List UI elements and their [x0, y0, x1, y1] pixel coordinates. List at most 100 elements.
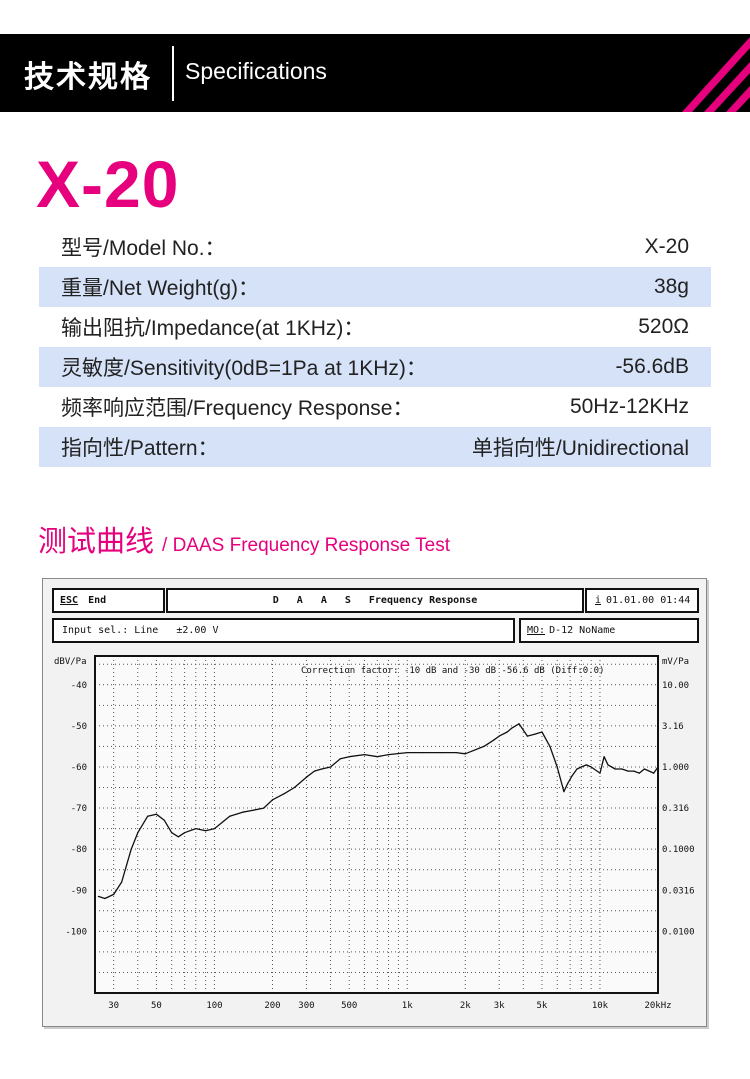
right-tick-label: 0.316 — [662, 804, 689, 814]
data-point — [580, 766, 582, 768]
data-point — [563, 791, 565, 793]
section-title-en: Specifications — [185, 58, 327, 84]
data-point — [155, 813, 158, 815]
data-point — [534, 733, 536, 735]
data-point — [104, 897, 106, 900]
y-tick-label: -100 — [65, 927, 87, 937]
data-point — [518, 723, 520, 725]
data-point — [464, 753, 466, 755]
spec-label: 输出阻抗/Impedance(at 1KHz)： — [61, 317, 365, 340]
x-tick-label: 1k — [402, 1001, 413, 1011]
right-tick-label: 0.1000 — [662, 845, 695, 855]
data-point — [526, 735, 528, 737]
spec-row: 指向性/Pattern： 单指向性/Unidirectional — [39, 427, 711, 467]
data-point — [271, 799, 274, 801]
analyzer-title: Frequency Response — [368, 595, 478, 606]
data-point — [653, 772, 655, 774]
spec-row: 型号/Model No.： X-20 — [39, 227, 711, 267]
x-tick-label: 2k — [460, 1001, 471, 1011]
data-point — [643, 768, 645, 770]
data-point — [611, 766, 613, 768]
x-tick-label: 300 — [298, 1001, 314, 1011]
data-point — [614, 768, 616, 770]
y-tick-label: -70 — [71, 804, 87, 814]
data-point — [376, 756, 378, 758]
data-point — [585, 764, 587, 766]
data-point — [511, 727, 513, 729]
data-point — [455, 751, 458, 754]
data-point — [97, 895, 100, 898]
mo-field[interactable]: MO: D-12 NoName — [519, 618, 699, 643]
data-point — [184, 832, 186, 834]
data-point — [177, 836, 180, 838]
x-tick-label: 100 — [206, 1001, 222, 1011]
spec-value: -56.6dB — [615, 355, 689, 378]
x-tick-label: 3k — [494, 1001, 505, 1011]
right-tick-label: 0.0100 — [662, 927, 695, 937]
analyzer-title-prefix: D A A S — [272, 595, 357, 606]
input-select-field[interactable]: Input sel.: Line ±2.00 V — [52, 618, 515, 643]
data-point — [567, 782, 569, 785]
x-tick-label: 5k — [537, 1001, 548, 1011]
data-point — [363, 754, 366, 756]
test-section-title: 测试曲线 / DAAS Frequency Response Test — [38, 518, 450, 560]
spec-row: 频率响应范围/Frequency Response： 50Hz-12KHz — [39, 387, 711, 427]
section-title-cn: 技术规格 — [24, 60, 152, 95]
x-tick-label: 500 — [341, 1001, 357, 1011]
plot-background — [95, 656, 658, 993]
data-point — [633, 770, 635, 772]
data-point — [321, 768, 323, 770]
data-point — [421, 751, 424, 754]
data-point — [541, 731, 543, 733]
x-tick-label: 30 — [108, 1001, 119, 1011]
data-point — [621, 768, 623, 770]
header-divider — [172, 46, 174, 101]
right-tick-label: 10.00 — [662, 681, 689, 691]
data-point — [492, 739, 495, 741]
data-point — [313, 770, 316, 772]
data-point — [205, 830, 207, 832]
y-tick-label: -80 — [71, 845, 87, 855]
data-point — [627, 770, 629, 772]
data-point — [657, 766, 659, 768]
data-point — [576, 768, 578, 770]
data-point — [590, 766, 592, 768]
data-point — [607, 764, 609, 766]
data-point — [147, 815, 149, 817]
data-point — [406, 751, 408, 754]
spec-label: 型号/Model No.： — [61, 237, 226, 260]
right-axis-title: mV/Pa — [662, 657, 689, 667]
data-point — [603, 756, 605, 758]
input-label: Input sel.: Line — [62, 625, 159, 636]
data-point — [137, 832, 139, 834]
test-title-cn: 测试曲线 — [38, 524, 155, 558]
spec-row: 输出阻抗/Impedance(at 1KHz)： 520Ω — [39, 307, 711, 347]
spec-value: 520Ω — [638, 315, 689, 338]
data-point — [549, 745, 551, 748]
data-point — [329, 766, 332, 768]
data-point — [339, 758, 341, 760]
test-title-en: / DAAS Frequency Response Test — [162, 535, 450, 556]
data-point — [648, 770, 650, 772]
y-tick-label: -50 — [71, 722, 87, 732]
data-point — [263, 807, 265, 809]
data-point — [638, 772, 640, 774]
data-point — [113, 893, 115, 895]
model-heading: X-20 — [36, 147, 180, 221]
data-point — [242, 811, 244, 813]
data-point — [483, 745, 485, 748]
esc-end-button[interactable]: ESC End — [52, 588, 165, 613]
data-point — [195, 828, 197, 830]
y-tick-label: -90 — [71, 886, 87, 896]
y-axis-title: dBV/Pa — [54, 657, 87, 667]
data-point — [305, 776, 308, 778]
esc-label: End — [88, 595, 107, 606]
x-tick-label: 200 — [264, 1001, 280, 1011]
input-value: ±2.00 V — [176, 625, 219, 636]
analyzer-title-bar: D A A S Frequency Response — [166, 588, 584, 613]
spec-label: 灵敏度/Sensitivity(0dB=1Pa at 1KHz)： — [61, 357, 427, 380]
date-text: 01.01.00 01:44 — [606, 595, 691, 606]
mo-value: D-12 NoName — [549, 625, 616, 636]
info-key: i — [595, 595, 602, 606]
stripes-decoration — [682, 37, 750, 112]
